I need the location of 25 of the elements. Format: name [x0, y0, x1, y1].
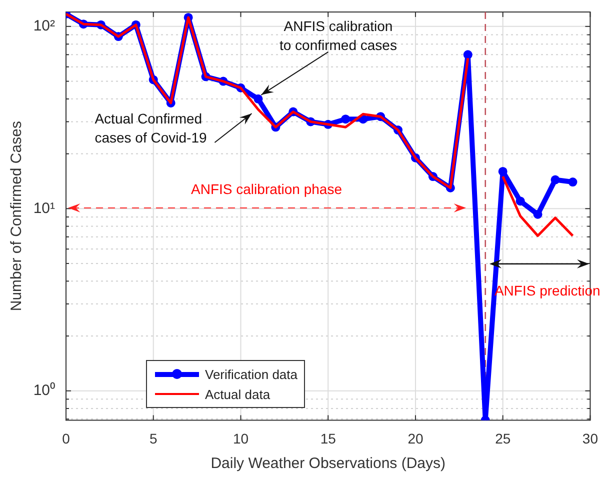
x-tick-label: 15	[320, 430, 336, 446]
annotation: ANFIS calibration to confirmed cases	[279, 18, 397, 53]
y-tick-label: 10²	[33, 18, 55, 35]
x-tick-label: 5	[149, 430, 158, 446]
point	[550, 175, 560, 184]
y-tick-label: 10¹	[33, 200, 55, 217]
y-tick-label: 10⁰	[33, 382, 55, 399]
x-tick-label: 20	[408, 430, 424, 446]
annotation: ANFIS calibration phase	[191, 180, 342, 197]
x-axis-title: Daily Weather Observations (Days)	[210, 455, 446, 472]
x-tick-label: 25	[495, 430, 511, 446]
x-tick-label: 30	[582, 430, 598, 446]
annotation: Actual Confirmed cases of Covid-19	[94, 110, 207, 146]
point	[516, 196, 525, 206]
point	[341, 114, 350, 124]
point	[254, 94, 263, 104]
legend-label: Verification data	[205, 366, 298, 382]
point	[498, 166, 508, 176]
point	[463, 50, 472, 60]
legend-label: Actual data	[205, 386, 270, 402]
x-tick-label: 10	[232, 430, 249, 446]
x-tick-label: 0	[62, 430, 70, 446]
y-axis-title: Number of Confirmed Cases	[8, 121, 26, 312]
point	[533, 210, 542, 219]
point	[568, 178, 578, 187]
